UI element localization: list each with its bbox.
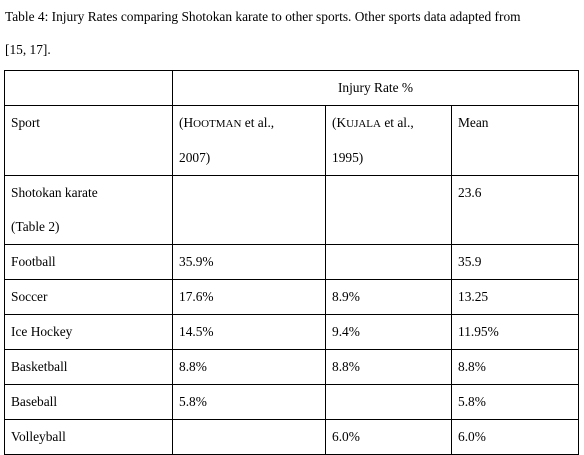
table-row: Baseball 5.8% 5.8%: [4, 384, 579, 420]
hootman-cell: 35.9%: [172, 244, 326, 280]
mean-cell: 6.0%: [451, 419, 579, 455]
hootman-header: (HOOTMAN et al., 2007): [172, 105, 326, 176]
table-caption: Table 4: Injury Rates comparing Shotokan…: [5, 0, 580, 66]
mean-cell: 11.95%: [451, 314, 579, 350]
hootman-cell: 17.6%: [172, 279, 326, 315]
injury-rate-table: Injury Rate % Sport (HOOTMAN et al., 200…: [4, 70, 579, 455]
caption-line-2: [15, 17].: [5, 42, 51, 57]
sport-cell: Soccer: [4, 279, 173, 315]
mean-cell: 23.6: [451, 175, 579, 245]
mean-cell: 5.8%: [451, 384, 579, 420]
sport-cell: Volleyball: [4, 419, 173, 455]
column-header-row: Sport (HOOTMAN et al., 2007) (KUJALA et …: [4, 105, 579, 176]
kujala-cell: [325, 384, 452, 420]
kujala-cell: 8.8%: [325, 349, 452, 385]
kujala-cell: 9.4%: [325, 314, 452, 350]
table-row: Shotokan karate (Table 2) 23.6: [4, 175, 579, 245]
sport-cell: Ice Hockey: [4, 314, 173, 350]
mean-cell: 8.8%: [451, 349, 579, 385]
group-header-row: Injury Rate %: [4, 70, 579, 106]
kujala-cell: 8.9%: [325, 279, 452, 315]
table-row: Football 35.9% 35.9: [4, 244, 579, 280]
sport-cell: Baseball: [4, 384, 173, 420]
empty-header-cell: [4, 70, 173, 106]
mean-cell: 35.9: [451, 244, 579, 280]
caption-line-1: Table 4: Injury Rates comparing Shotokan…: [5, 9, 521, 24]
hootman-cell: [172, 175, 326, 245]
mean-cell: 13.25: [451, 279, 579, 315]
hootman-cell: [172, 419, 326, 455]
hootman-cell: 14.5%: [172, 314, 326, 350]
mean-header: Mean: [451, 105, 579, 176]
hootman-cell: 5.8%: [172, 384, 326, 420]
sport-header: Sport: [4, 105, 173, 176]
table-row: Soccer 17.6% 8.9% 13.25: [4, 279, 579, 315]
table-row: Volleyball 6.0% 6.0%: [4, 419, 579, 455]
sport-cell: Football: [4, 244, 173, 280]
table-row: Basketball 8.8% 8.8% 8.8%: [4, 349, 579, 385]
table-row: Ice Hockey 14.5% 9.4% 11.95%: [4, 314, 579, 350]
kujala-cell: 6.0%: [325, 419, 452, 455]
injury-rate-header: Injury Rate %: [172, 70, 579, 106]
sport-cell: Basketball: [4, 349, 173, 385]
kujala-cell: [325, 244, 452, 280]
hootman-cell: 8.8%: [172, 349, 326, 385]
kujala-header: (KUJALA et al., 1995): [325, 105, 452, 176]
sport-cell: Shotokan karate (Table 2): [4, 175, 173, 245]
kujala-cell: [325, 175, 452, 245]
